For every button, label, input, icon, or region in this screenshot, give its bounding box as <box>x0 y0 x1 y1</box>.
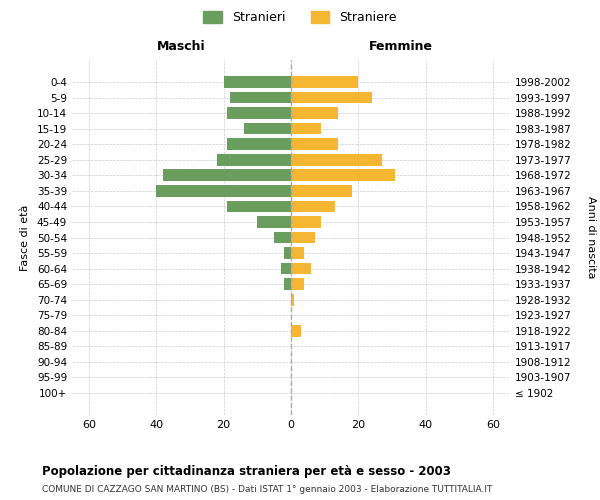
Bar <box>291 294 295 306</box>
Bar <box>291 232 314 243</box>
Bar <box>227 200 291 212</box>
Bar <box>257 216 291 228</box>
Bar <box>230 92 291 104</box>
Text: COMUNE DI CAZZAGO SAN MARTINO (BS) - Dati ISTAT 1° gennaio 2003 - Elaborazione T: COMUNE DI CAZZAGO SAN MARTINO (BS) - Dat… <box>42 485 493 494</box>
Bar <box>291 123 322 134</box>
Bar <box>291 185 352 196</box>
Bar <box>291 170 395 181</box>
Bar <box>284 247 291 259</box>
Bar <box>291 92 372 104</box>
Legend: Stranieri, Straniere: Stranieri, Straniere <box>198 6 402 29</box>
Text: Popolazione per cittadinanza straniera per età e sesso - 2003: Popolazione per cittadinanza straniera p… <box>42 465 451 478</box>
Y-axis label: Anni di nascita: Anni di nascita <box>586 196 595 279</box>
Bar <box>291 325 301 336</box>
Bar <box>163 170 291 181</box>
Bar <box>284 278 291 290</box>
Bar <box>291 107 338 119</box>
Bar <box>291 138 338 150</box>
Bar <box>291 154 382 166</box>
Text: Femmine: Femmine <box>368 40 433 53</box>
Bar <box>291 200 335 212</box>
Bar <box>281 263 291 274</box>
Bar <box>291 247 304 259</box>
Bar <box>227 107 291 119</box>
Bar <box>217 154 291 166</box>
Bar <box>224 76 291 88</box>
Bar <box>291 76 358 88</box>
Bar <box>227 138 291 150</box>
Bar <box>291 263 311 274</box>
Bar <box>274 232 291 243</box>
Text: Maschi: Maschi <box>157 40 206 53</box>
Bar <box>244 123 291 134</box>
Bar <box>291 216 322 228</box>
Bar <box>156 185 291 196</box>
Bar <box>291 278 304 290</box>
Y-axis label: Fasce di età: Fasce di età <box>20 204 30 270</box>
